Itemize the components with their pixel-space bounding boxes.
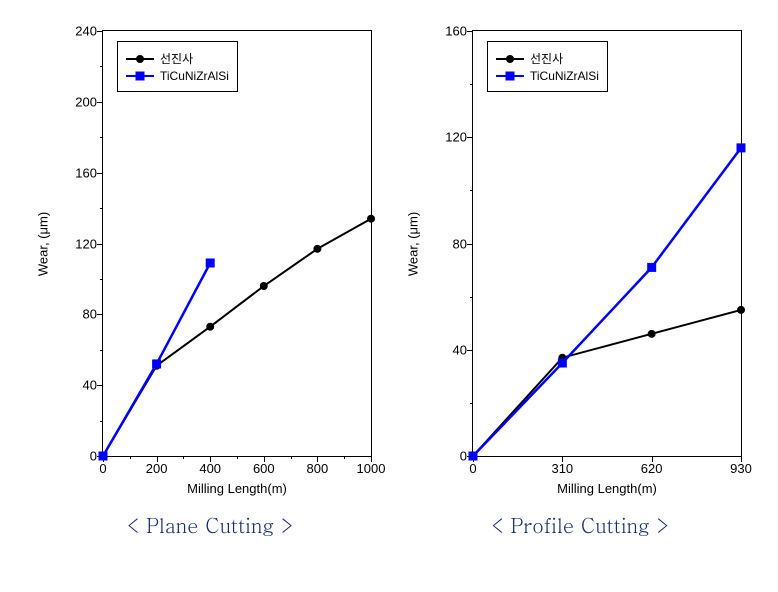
series-marker (260, 282, 268, 290)
y-axis-label: Wear, (μm) (405, 211, 420, 275)
series-line (473, 148, 741, 456)
legend: 선진사 TiCuNiZrAlSi (117, 41, 238, 92)
plot-area: 0408012016020024002004006008001000Millin… (102, 30, 372, 457)
plot-area: 040801201600310620930Milling Length(m)We… (472, 30, 742, 457)
panel-caption: < Plane Cutting > (127, 510, 293, 539)
legend-label: 선진사 (530, 50, 563, 67)
series-marker (737, 143, 746, 152)
ytick-label: 200 (75, 94, 103, 109)
series-marker (206, 258, 215, 267)
chart-panel-profile: 040801201600310620930Milling Length(m)We… (400, 10, 760, 550)
ytick-label: 240 (75, 24, 103, 39)
series-layer (103, 31, 371, 456)
legend-item: 선진사 (496, 50, 599, 67)
x-axis-label: Milling Length(m) (557, 481, 657, 496)
xtick-label: 200 (146, 456, 168, 476)
series-line (473, 310, 741, 456)
xtick-label: 1000 (357, 456, 386, 476)
ytick-label: 80 (453, 236, 473, 251)
series-marker (648, 330, 656, 338)
ytick-label: 120 (75, 236, 103, 251)
series-marker (558, 354, 566, 362)
ytick-label: 160 (445, 24, 473, 39)
legend-item: TiCuNiZrAlSi (126, 69, 229, 83)
xtick-label: 0 (469, 456, 476, 476)
xtick-label: 930 (730, 456, 752, 476)
legend-swatch (126, 69, 154, 83)
series-marker (153, 362, 161, 370)
series-marker (152, 359, 161, 368)
xtick-label: 800 (307, 456, 329, 476)
y-axis-label: Wear, (μm) (35, 211, 50, 275)
series-marker (647, 263, 656, 272)
xtick-label: 400 (199, 456, 221, 476)
legend-swatch (496, 52, 524, 66)
x-axis-label: Milling Length(m) (187, 481, 287, 496)
series-line (103, 263, 210, 456)
legend-label: TiCuNiZrAlSi (530, 69, 599, 83)
xtick-label: 600 (253, 456, 275, 476)
chart-panel-plane: 0408012016020024002004006008001000Millin… (30, 10, 390, 550)
legend: 선진사 TiCuNiZrAlSi (487, 41, 608, 92)
series-marker (206, 323, 214, 331)
series-line (103, 219, 371, 456)
legend-item: TiCuNiZrAlSi (496, 69, 599, 83)
series-marker (367, 215, 375, 223)
series-layer (473, 31, 741, 456)
ytick-label: 120 (445, 130, 473, 145)
legend-swatch (126, 52, 154, 66)
ytick-label: 40 (453, 342, 473, 357)
legend-item: 선진사 (126, 50, 229, 67)
series-marker (558, 359, 567, 368)
xtick-label: 0 (99, 456, 106, 476)
series-marker (313, 245, 321, 253)
ytick-label: 80 (83, 307, 103, 322)
legend-label: TiCuNiZrAlSi (160, 69, 229, 83)
xtick-label: 310 (551, 456, 573, 476)
ytick-label: 160 (75, 165, 103, 180)
xtick-label: 620 (641, 456, 663, 476)
legend-swatch (496, 69, 524, 83)
series-marker (737, 306, 745, 314)
legend-label: 선진사 (160, 50, 193, 67)
panel-caption: < Profile Cutting > (491, 510, 669, 539)
ytick-label: 40 (83, 378, 103, 393)
